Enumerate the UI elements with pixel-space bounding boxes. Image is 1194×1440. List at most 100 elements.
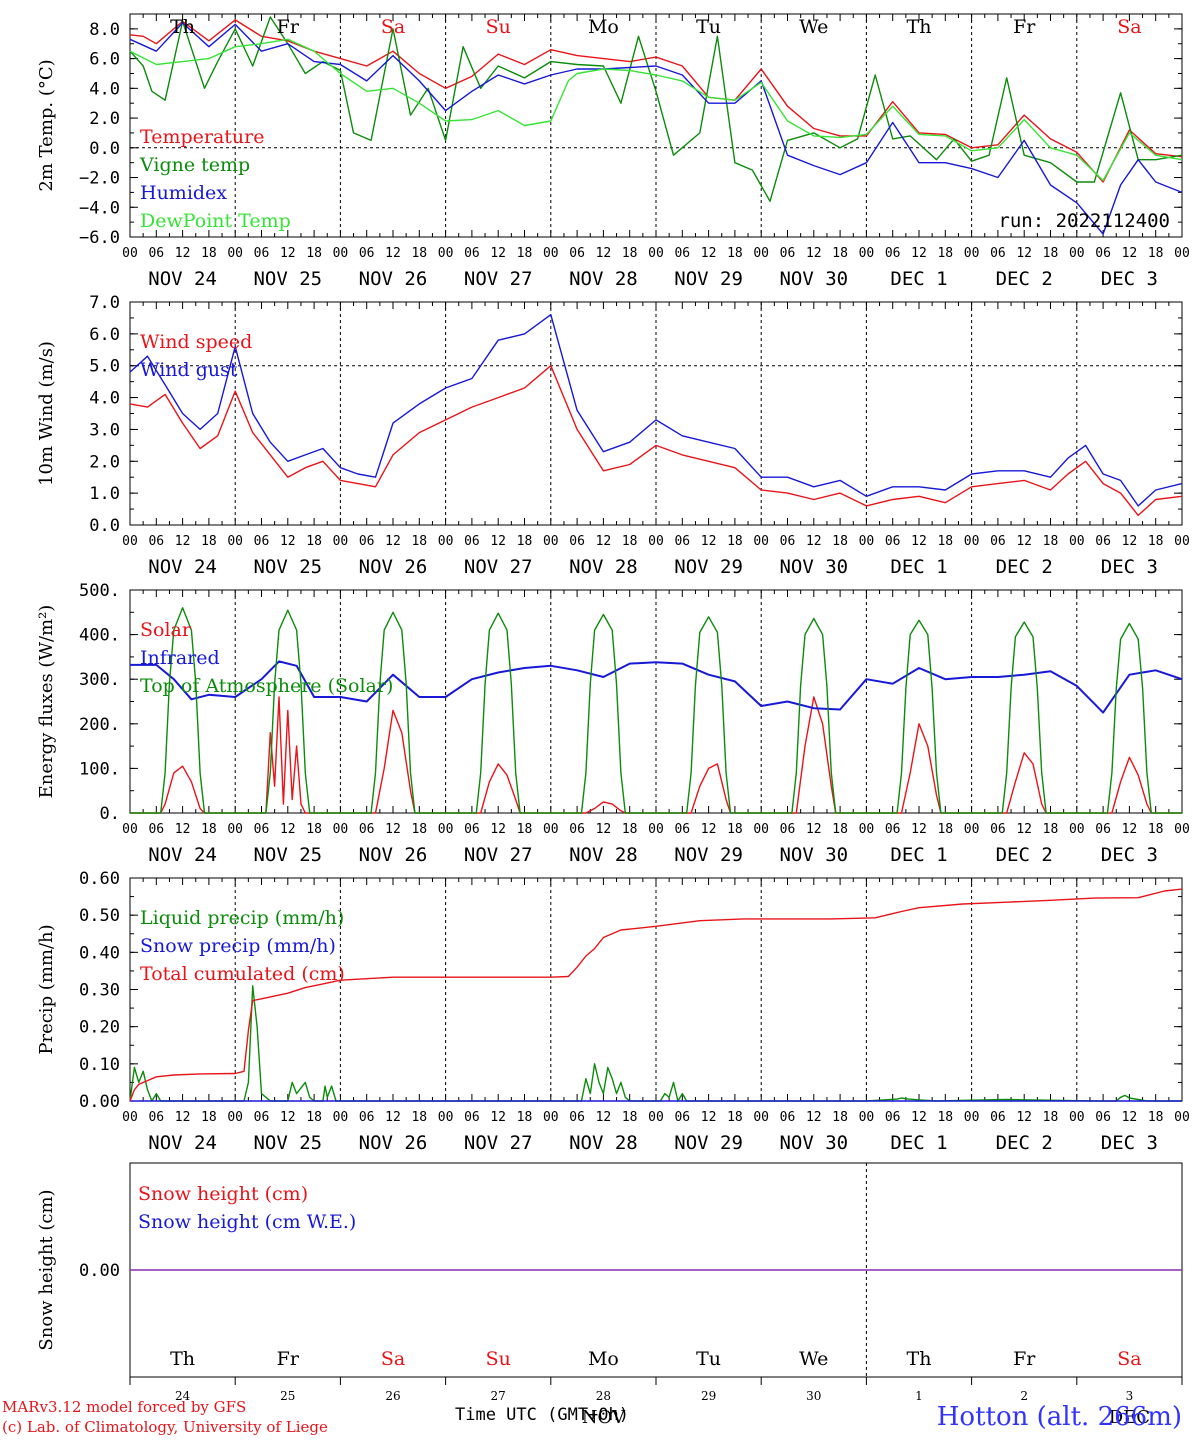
hour-tick-label: 18 bbox=[832, 1110, 848, 1125]
hour-tick-label: 12 bbox=[175, 246, 191, 261]
hour-tick-label: 12 bbox=[911, 246, 927, 261]
hour-tick-label: 06 bbox=[1095, 1110, 1111, 1125]
date-label: NOV 28 bbox=[569, 1132, 638, 1154]
y-axis-label: 2m Temp. (°C) bbox=[36, 59, 57, 191]
hour-tick-label: 12 bbox=[1122, 1110, 1138, 1125]
series-line-infrared bbox=[130, 660, 1183, 714]
date-label: NOV 25 bbox=[253, 268, 322, 290]
hour-tick-label: 18 bbox=[1043, 822, 1059, 837]
hour-tick-label: 12 bbox=[701, 534, 717, 549]
date-label: NOV 25 bbox=[253, 556, 322, 578]
hour-tick-label: 12 bbox=[490, 822, 506, 837]
hour-tick-label: 12 bbox=[596, 246, 612, 261]
y-tick-label: 6.0 bbox=[89, 50, 120, 70]
y-tick-label: 0.30 bbox=[79, 981, 120, 1001]
y-tick-label: 2.0 bbox=[89, 452, 120, 472]
y-tick-label: 6.0 bbox=[89, 325, 120, 345]
hour-tick-label: 12 bbox=[806, 534, 822, 549]
day-number-label: 30 bbox=[806, 1389, 821, 1403]
hour-tick-label: 12 bbox=[385, 246, 401, 261]
hour-tick-label: 12 bbox=[280, 534, 296, 549]
hour-tick-label: 06 bbox=[569, 246, 585, 261]
legend-entry: Temperature bbox=[140, 126, 264, 148]
hour-tick-label: 06 bbox=[674, 822, 690, 837]
hour-tick-label: 00 bbox=[1174, 1110, 1190, 1125]
y-axis-label: Energy fluxes (W/m²) bbox=[36, 605, 57, 799]
y-tick-label: 100. bbox=[79, 759, 120, 779]
hour-tick-label: 12 bbox=[911, 1110, 927, 1125]
hour-tick-label: 00 bbox=[122, 534, 138, 549]
y-tick-label: 4.0 bbox=[89, 389, 120, 409]
hour-tick-label: 12 bbox=[806, 246, 822, 261]
weekday-label: Th bbox=[170, 16, 195, 38]
hour-tick-label: 00 bbox=[438, 1110, 454, 1125]
weekday-label: Tu bbox=[696, 1348, 721, 1370]
weekday-label: Fr bbox=[277, 1348, 300, 1370]
hour-tick-label: 12 bbox=[1016, 822, 1032, 837]
y-tick-label: 0.10 bbox=[79, 1055, 120, 1075]
date-label: NOV 27 bbox=[464, 268, 533, 290]
y-axis-label: Snow height (cm) bbox=[36, 1189, 57, 1350]
hour-tick-label: 00 bbox=[964, 1110, 980, 1125]
legend-entry: Snow precip (mm/h) bbox=[140, 935, 336, 957]
legend-entry: Snow height (cm) bbox=[138, 1183, 308, 1205]
y-axis-label: 10m Wind (m/s) bbox=[36, 341, 57, 486]
hour-tick-label: 12 bbox=[385, 822, 401, 837]
hour-tick-label: 18 bbox=[727, 822, 743, 837]
hour-tick-label: 12 bbox=[911, 534, 927, 549]
hour-tick-label: 06 bbox=[780, 246, 796, 261]
y-tick-label: −6.0 bbox=[79, 228, 120, 248]
date-label: NOV 26 bbox=[359, 1132, 428, 1154]
date-label: DEC 1 bbox=[890, 268, 947, 290]
date-label: NOV 25 bbox=[253, 844, 322, 866]
hour-tick-label: 00 bbox=[1174, 822, 1190, 837]
date-label: DEC 3 bbox=[1101, 268, 1158, 290]
hour-tick-label: 00 bbox=[1174, 246, 1190, 261]
y-tick-label: 300. bbox=[79, 670, 120, 690]
day-number-label: 1 bbox=[915, 1389, 923, 1403]
hour-tick-label: 06 bbox=[569, 822, 585, 837]
date-label: NOV 27 bbox=[464, 556, 533, 578]
hour-tick-label: 18 bbox=[517, 1110, 533, 1125]
y-tick-label: 2.0 bbox=[89, 109, 120, 129]
hour-tick-label: 18 bbox=[201, 1110, 217, 1125]
hour-tick-label: 00 bbox=[648, 1110, 664, 1125]
hour-tick-label: 18 bbox=[306, 822, 322, 837]
hour-tick-label: 18 bbox=[1043, 246, 1059, 261]
day-number-label: 3 bbox=[1126, 1389, 1134, 1403]
day-number-label: 25 bbox=[280, 1389, 295, 1403]
weekday-label: We bbox=[799, 1348, 828, 1370]
y-tick-label: 1.0 bbox=[89, 484, 120, 504]
hour-tick-label: 06 bbox=[885, 246, 901, 261]
hour-tick-label: 00 bbox=[648, 534, 664, 549]
weekday-label: We bbox=[799, 16, 828, 38]
hour-tick-label: 06 bbox=[885, 534, 901, 549]
hour-tick-label: 06 bbox=[148, 246, 164, 261]
hour-tick-label: 12 bbox=[1016, 246, 1032, 261]
weekday-label: Sa bbox=[381, 1348, 405, 1370]
hour-tick-label: 12 bbox=[280, 822, 296, 837]
hour-tick-label: 18 bbox=[937, 822, 953, 837]
hour-tick-label: 00 bbox=[648, 246, 664, 261]
y-tick-label: 0.50 bbox=[79, 906, 120, 926]
series-line-humidex bbox=[129, 22, 1183, 235]
hour-tick-label: 00 bbox=[122, 246, 138, 261]
y-tick-label: 3.0 bbox=[89, 420, 120, 440]
date-label: NOV 27 bbox=[464, 844, 533, 866]
model-credit: MARv3.12 model forced by GFS bbox=[2, 1398, 247, 1416]
hour-tick-label: 00 bbox=[859, 1110, 875, 1125]
legend-entry: Humidex bbox=[140, 182, 227, 204]
time-axis-label: Time UTC (GMT+0h) bbox=[455, 1405, 629, 1425]
hour-tick-label: 00 bbox=[543, 246, 559, 261]
hour-tick-label: 00 bbox=[964, 822, 980, 837]
date-label: DEC 1 bbox=[890, 556, 947, 578]
date-label: NOV 24 bbox=[148, 268, 217, 290]
hour-tick-label: 06 bbox=[1095, 534, 1111, 549]
hour-tick-label: 12 bbox=[596, 1110, 612, 1125]
hour-tick-label: 06 bbox=[885, 822, 901, 837]
hour-tick-label: 18 bbox=[622, 1110, 638, 1125]
hour-tick-label: 00 bbox=[438, 534, 454, 549]
run-label: run: 2022112400 bbox=[998, 210, 1170, 232]
date-label: DEC 1 bbox=[890, 1132, 947, 1154]
